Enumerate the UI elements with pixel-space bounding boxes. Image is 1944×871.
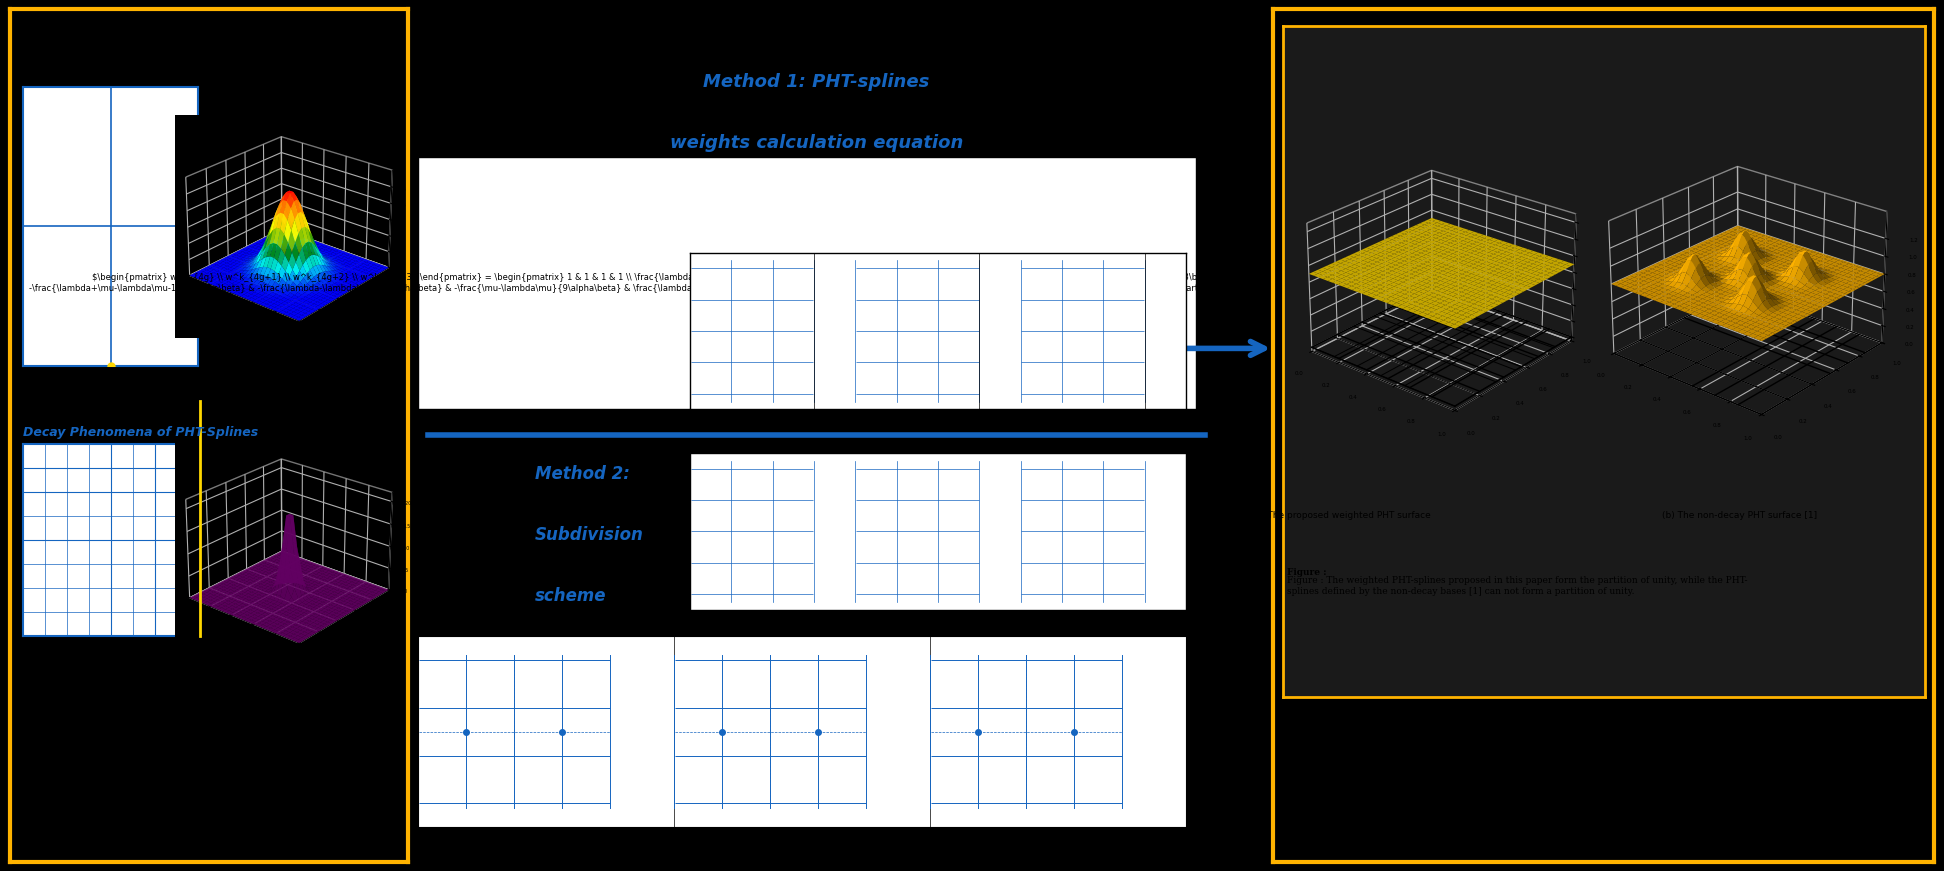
Text: scheme: scheme	[535, 587, 607, 605]
Text: $\begin{pmatrix} w^k_{4g} \\ w^k_{4g+1} \\ w^k_{4g+2} \\ w^k_{4g+3} \end{pmatrix: $\begin{pmatrix} w^k_{4g} \\ w^k_{4g+1} …	[29, 273, 1584, 293]
Text: (b) Level 4: (b) Level 4	[130, 666, 189, 677]
Text: Subdivision: Subdivision	[535, 526, 643, 544]
Text: (b) The non-decay PHT surface [1]: (b) The non-decay PHT surface [1]	[1662, 511, 1818, 520]
Text: (a) Level 0: (a) Level 0	[130, 379, 189, 389]
Text: Figure :: Figure :	[1287, 568, 1330, 577]
Text: (a) The proposed weighted PHT surface: (a) The proposed weighted PHT surface	[1252, 511, 1431, 520]
Text: weights calculation equation: weights calculation equation	[671, 134, 962, 152]
Text: Method 2:: Method 2:	[535, 465, 630, 483]
Text: Method 1: PHT-splines: Method 1: PHT-splines	[704, 73, 929, 91]
Text: Figure : The weighted PHT-splines proposed in this paper form the partition of u: Figure : The weighted PHT-splines propos…	[1287, 577, 1748, 596]
Text: Decay Phenomena of PHT-Splines: Decay Phenomena of PHT-Splines	[23, 426, 259, 438]
